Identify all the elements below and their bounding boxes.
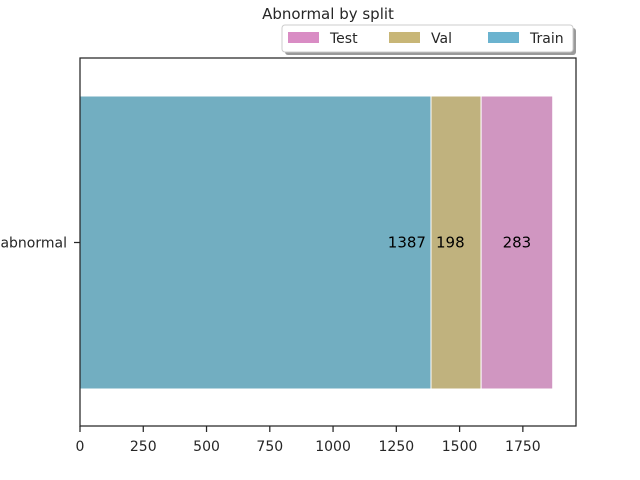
legend-box: [281, 24, 574, 53]
data-label-val: 198: [436, 234, 465, 252]
x-tick-label: 0: [76, 439, 85, 455]
y-axis: abnormal: [0, 236, 80, 252]
legend: Test Val Train: [281, 24, 576, 55]
bar-val: [430, 95, 482, 390]
x-tick-label: 1000: [315, 439, 351, 455]
legend-swatch-val: [389, 32, 420, 43]
data-label-train: 1387: [388, 234, 426, 252]
bars: [79, 95, 554, 390]
y-tick-label: abnormal: [0, 236, 67, 252]
x-tick-label: 1750: [505, 439, 541, 455]
x-tick-label: 500: [193, 439, 220, 455]
bar-train: [79, 95, 432, 390]
x-tick-label: 250: [130, 439, 157, 455]
data-labels: 1387 198 283: [388, 234, 531, 252]
legend-swatch-test: [288, 32, 319, 43]
legend-label-val: Val: [431, 31, 452, 47]
x-tick-label: 750: [256, 439, 283, 455]
x-tick-label: 1250: [379, 439, 415, 455]
legend-label-test: Test: [329, 31, 358, 47]
x-tick-label: 1500: [442, 439, 478, 455]
data-label-test: 283: [503, 234, 532, 252]
legend-swatch-train: [488, 32, 519, 43]
x-axis: 0 250 500 750 1000 1250 1500 1750: [76, 426, 541, 455]
bar-test: [480, 95, 554, 390]
chart-title: Abnormal by split: [262, 5, 394, 23]
legend-label-train: Train: [529, 31, 564, 47]
